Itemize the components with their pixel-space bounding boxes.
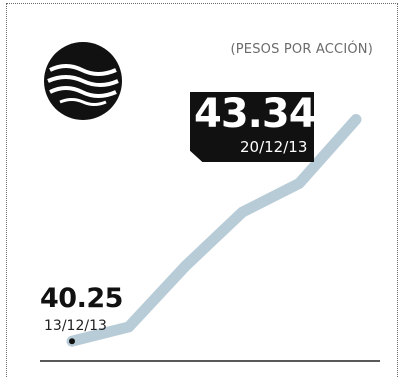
company-logo-icon xyxy=(44,42,122,120)
start-date-label: 13/12/13 xyxy=(44,318,107,334)
data-point-0 xyxy=(69,338,75,345)
unit-label: (PESOS POR ACCIÓN) xyxy=(230,42,373,57)
end-value-label: 43.34 xyxy=(194,91,317,137)
end-date-label: 20/12/13 xyxy=(240,138,308,156)
start-value-label: 40.25 xyxy=(40,283,123,314)
series-line xyxy=(66,114,362,347)
chart-frame xyxy=(6,3,398,377)
end-value-callout xyxy=(190,92,314,162)
